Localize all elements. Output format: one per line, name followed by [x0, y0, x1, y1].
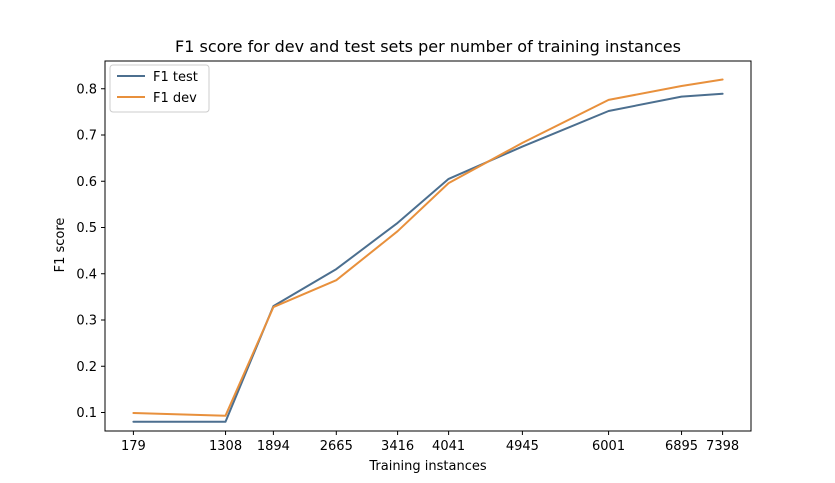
x-tick-label: 6895	[665, 439, 698, 454]
legend-label-f1-dev: F1 dev	[153, 91, 197, 106]
series-line-f1-dev	[132, 78, 724, 417]
x-tick-label: 1894	[257, 439, 290, 454]
legend-label-f1-test: F1 test	[153, 70, 198, 85]
x-tick-label: 7398	[706, 439, 739, 454]
series-line-f1-test	[132, 92, 724, 423]
x-tick-label: 6001	[592, 439, 625, 454]
x-tick-label: 4041	[432, 439, 465, 454]
y-tick-label: 0.3	[76, 314, 97, 329]
y-tick-label: 0.2	[76, 360, 97, 375]
y-tick-label: 0.8	[76, 82, 97, 97]
x-tick-label: 1308	[209, 439, 242, 454]
x-tick-label: 3416	[381, 439, 414, 454]
x-axis-ticks: 179 1308 1894 2665 3416 4041 4945 6001 6895 7398	[121, 431, 739, 454]
x-axis-label: Training instances	[368, 459, 487, 474]
y-tick-label: 0.5	[76, 221, 97, 236]
plot-area-frame	[104, 60, 752, 432]
x-tick-label: 2665	[320, 439, 353, 454]
y-tick-label: 0.4	[76, 267, 97, 282]
y-axis-ticks: 0.1 0.2 0.3 0.4 0.5 0.6 0.7 0.8	[76, 82, 105, 421]
y-tick-label: 0.7	[76, 129, 97, 144]
x-tick-label: 4945	[506, 439, 539, 454]
legend: F1 test F1 dev	[109, 64, 210, 113]
series-lines	[132, 78, 724, 423]
chart-title: F1 score for dev and test sets per numbe…	[175, 37, 681, 56]
y-axis-label: F1 score	[53, 218, 68, 273]
y-tick-label: 0.6	[76, 175, 97, 190]
x-tick-label: 179	[121, 439, 146, 454]
y-tick-label: 0.1	[76, 406, 97, 421]
